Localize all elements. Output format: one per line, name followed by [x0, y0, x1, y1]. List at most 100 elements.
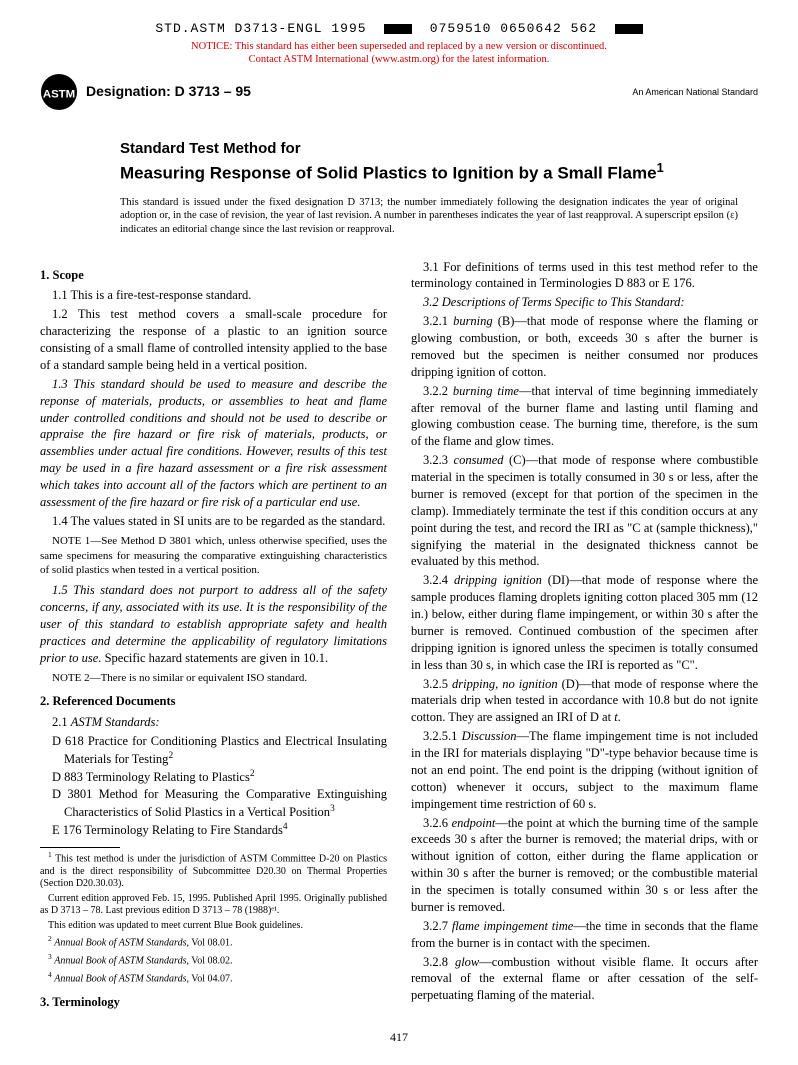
- astm-logo-icon: ASTM: [40, 73, 78, 111]
- ref-d3801: D 3801 Method for Measuring the Comparat…: [40, 786, 387, 821]
- p328-term: glow: [455, 955, 479, 969]
- p326-term: endpoint: [452, 816, 496, 830]
- para-3-2-7: 3.2.7 flame impingement time—the time in…: [411, 918, 758, 952]
- p325-dot: .: [618, 710, 621, 724]
- title-lead: Standard Test Method for: [120, 139, 738, 159]
- p324-body: (DI)—that mode of response where the sam…: [411, 573, 758, 671]
- note-2-lead: NOTE 2: [52, 672, 90, 684]
- para-3-2-3: 3.2.3 consumed (C)—that mode of response…: [411, 452, 758, 570]
- ref-d3801-text: D 3801 Method for Measuring the Comparat…: [52, 787, 387, 819]
- section-3-head: 3. Terminology: [40, 994, 387, 1011]
- p327-num: 3.2.7: [423, 919, 452, 933]
- para-3-2-2: 3.2.2 burning time—that interval of time…: [411, 383, 758, 451]
- para-3-2-4: 3.2.4 dripping ignition (DI)—that mode o…: [411, 572, 758, 673]
- p322-num: 3.2.2: [423, 384, 453, 398]
- p321-num: 3.2.1: [423, 314, 453, 328]
- fn4-italic: Annual Book of ASTM Standards,: [54, 973, 189, 984]
- p325-num: 3.2.5: [423, 677, 452, 691]
- section-1-head: 1. Scope: [40, 267, 387, 284]
- para-3-2-5-1: 3.2.5.1 Discussion—The flame impingement…: [411, 728, 758, 812]
- fn4-sup: 4: [48, 970, 52, 979]
- note-2: NOTE 2—There is no similar or equivalent…: [40, 671, 387, 686]
- footnote-1: 1 This test method is under the jurisdic…: [40, 850, 387, 891]
- title-sup: 1: [657, 160, 664, 175]
- header-row: ASTM Designation: D 3713 – 95 An America…: [40, 73, 758, 111]
- p324-num: 3.2.4: [423, 573, 454, 587]
- para-1-4: 1.4 The values stated in SI units are to…: [40, 513, 387, 530]
- para-1-5: 1.5 This standard does not purport to ad…: [40, 582, 387, 666]
- notice-line-2: Contact ASTM International (www.astm.org…: [40, 53, 758, 67]
- p3251-num: 3.2.5.1: [423, 729, 462, 743]
- ref-d618-text: D 618 Practice for Conditioning Plastics…: [52, 734, 387, 766]
- notice-line-1: NOTICE: This standard has either been su…: [40, 40, 758, 54]
- ref-d883-sup: 2: [250, 769, 255, 779]
- p323-num: 3.2.3: [423, 453, 454, 467]
- title-block: Standard Test Method for Measuring Respo…: [120, 139, 738, 186]
- fn1-text: This test method is under the jurisdicti…: [40, 853, 387, 889]
- black-box-1: [384, 24, 412, 34]
- p323-term: consumed: [454, 453, 504, 467]
- note-1: NOTE 1—See Method D 3801 which, unless o…: [40, 534, 387, 579]
- p325-term: dripping, no ignition: [452, 677, 558, 691]
- p3251-term: Discussion: [462, 729, 517, 743]
- ref-d3801-sup: 3: [330, 804, 335, 814]
- p323-body: (C)—that mode of response where combusti…: [411, 453, 758, 568]
- p324-term: dripping ignition: [454, 573, 542, 587]
- footnote-3: 3 Annual Book of ASTM Standards, Vol 08.…: [40, 952, 387, 968]
- issuance-note: This standard is issued under the fixed …: [120, 196, 738, 237]
- note-2-body: —There is no similar or equivalent ISO s…: [90, 672, 308, 684]
- fn2-sup: 2: [48, 934, 52, 943]
- fn3-italic: Annual Book of ASTM Standards,: [54, 956, 189, 967]
- para-1-5-tail: Specific hazard statements are given in …: [101, 651, 328, 665]
- p326-num: 3.2.6: [423, 816, 452, 830]
- para-3-2-6: 3.2.6 endpoint—the point at which the bu…: [411, 815, 758, 916]
- main-title-text: Measuring Response of Solid Plastics to …: [120, 164, 657, 183]
- ref-e176-sup: 4: [283, 822, 288, 832]
- para-1-2: 1.2 This test method covers a small-scal…: [40, 306, 387, 374]
- fn3-sup: 3: [48, 952, 52, 961]
- p327-term: flame impingement time: [452, 919, 574, 933]
- ref-d618-sup: 2: [168, 751, 173, 761]
- notice-block: NOTICE: This standard has either been su…: [40, 40, 758, 67]
- para-2-1-italic: ASTM Standards:: [71, 715, 160, 729]
- footnote-1c: This edition was updated to meet current…: [40, 920, 387, 933]
- code-left: STD.ASTM D3713-ENGL 1995: [155, 21, 366, 36]
- black-box-2: [615, 24, 643, 34]
- para-2-1: 2.1 ASTM Standards:: [40, 714, 387, 731]
- svg-text:ASTM: ASTM: [43, 89, 75, 101]
- ref-e176-text: E 176 Terminology Relating to Fire Stand…: [52, 823, 283, 837]
- main-title: Measuring Response of Solid Plastics to …: [120, 159, 738, 186]
- p326-body: —the point at which the burning time of …: [411, 816, 758, 914]
- fn2-tail: Vol 08.01.: [189, 938, 233, 949]
- page-number: 417: [40, 1029, 758, 1045]
- para-1-1: 1.1 This is a fire-test-response standar…: [40, 287, 387, 304]
- ref-d883-text: D 883 Terminology Relating to Plastics: [52, 770, 250, 784]
- para-1-3: 1.3 This standard should be used to meas…: [40, 376, 387, 511]
- fn4-tail: Vol 04.07.: [189, 973, 233, 984]
- ref-d883: D 883 Terminology Relating to Plastics2: [40, 768, 387, 786]
- footnote-4: 4 Annual Book of ASTM Standards, Vol 04.…: [40, 970, 387, 986]
- ref-d618: D 618 Practice for Conditioning Plastics…: [40, 733, 387, 768]
- p321-term: burning: [453, 314, 493, 328]
- logo-designation: ASTM Designation: D 3713 – 95: [40, 73, 251, 111]
- note-1-lead: NOTE 1: [52, 535, 90, 547]
- p328-num: 3.2.8: [423, 955, 455, 969]
- para-3-2-5: 3.2.5 dripping, no ignition (D)—that mod…: [411, 676, 758, 727]
- ref-e176: E 176 Terminology Relating to Fire Stand…: [40, 821, 387, 839]
- fn2-italic: Annual Book of ASTM Standards,: [54, 938, 189, 949]
- para-3-2: 3.2 Descriptions of Terms Specific to Th…: [411, 294, 758, 311]
- national-standard-label: An American National Standard: [632, 86, 758, 98]
- para-3-1: 3.1 For definitions of terms used in thi…: [411, 259, 758, 293]
- footnote-rule: [40, 847, 120, 848]
- fn3-tail: Vol 08.02.: [189, 956, 233, 967]
- section-2-head: 2. Referenced Documents: [40, 693, 387, 710]
- footnote-2: 2 Annual Book of ASTM Standards, Vol 08.…: [40, 934, 387, 950]
- body-columns: 1. Scope 1.1 This is a fire-test-respons…: [40, 259, 758, 1011]
- designation-text: Designation: D 3713 – 95: [86, 82, 251, 101]
- para-2-1-lead: 2.1: [52, 715, 71, 729]
- para-3-2-1: 3.2.1 burning (B)—that mode of response …: [411, 313, 758, 381]
- para-3-2-8: 3.2.8 glow—combustion without visible fl…: [411, 954, 758, 1005]
- note-1-body: —See Method D 3801 which, unless otherwi…: [40, 535, 387, 577]
- header-code: STD.ASTM D3713-ENGL 1995 0759510 0650642…: [40, 20, 758, 38]
- footnote-1b: Current edition approved Feb. 15, 1995. …: [40, 893, 387, 918]
